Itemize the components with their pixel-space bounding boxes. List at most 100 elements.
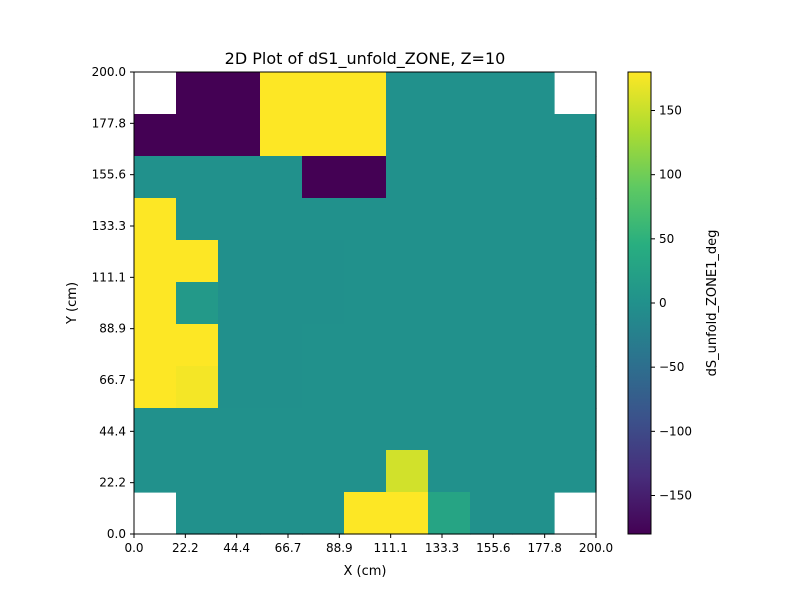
heatmap-cell xyxy=(260,408,303,451)
heatmap-cell xyxy=(512,198,555,241)
heatmap-cell xyxy=(218,408,261,451)
heatmap-cell xyxy=(176,282,219,325)
heatmap-cell xyxy=(218,114,261,157)
x-tick-label: 44.4 xyxy=(223,541,250,555)
heatmap-cell xyxy=(344,240,387,283)
colorbar-tick-label: 100 xyxy=(659,168,682,182)
heatmap-cell xyxy=(218,324,261,367)
heatmap-cell xyxy=(554,282,597,325)
y-tick-label: 22.2 xyxy=(99,476,126,490)
y-tick-label: 200.0 xyxy=(92,65,126,79)
heatmap-cell xyxy=(512,156,555,199)
heatmap-cell xyxy=(302,114,345,157)
heatmap-cell xyxy=(344,450,387,493)
heatmap-cell xyxy=(302,240,345,283)
heatmap-cell xyxy=(260,240,303,283)
y-tick-label: 88.9 xyxy=(99,322,126,336)
colorbar-tick-label: −100 xyxy=(659,424,692,438)
heatmap-cell xyxy=(470,282,513,325)
heatmap-cell xyxy=(218,450,261,493)
heatmap-cell xyxy=(134,366,177,409)
heatmap-cell xyxy=(260,72,303,115)
heatmap-cell xyxy=(512,408,555,451)
heatmap-cell xyxy=(218,366,261,409)
heatmap-cell xyxy=(260,156,303,199)
x-tick-label: 66.7 xyxy=(275,541,302,555)
heatmap-cell xyxy=(302,198,345,241)
heatmap-cell xyxy=(176,114,219,157)
heatmap-cell xyxy=(302,156,345,199)
y-tick-label: 155.6 xyxy=(92,168,126,182)
heatmap-cell xyxy=(386,114,429,157)
heatmap-cell xyxy=(386,240,429,283)
heatmap-cell xyxy=(134,450,177,493)
heatmap-cell xyxy=(134,408,177,451)
heatmap-cell xyxy=(554,408,597,451)
heatmap-cell xyxy=(344,282,387,325)
colorbar-tick-label: 50 xyxy=(659,232,674,246)
heatmap-cell xyxy=(134,282,177,325)
heatmap-cell xyxy=(554,324,597,367)
heatmap-cell xyxy=(218,156,261,199)
heatmap-cell xyxy=(260,450,303,493)
heatmap-cell xyxy=(428,492,471,535)
heatmap-cell xyxy=(386,324,429,367)
heatmap-cell xyxy=(554,450,597,493)
heatmap-cell xyxy=(554,156,597,199)
heatmap-cell xyxy=(512,324,555,367)
colorbar-ticks: 150 100 50 0 −50 −100 −150 xyxy=(651,104,692,503)
heatmap-cell xyxy=(470,240,513,283)
x-tick-label: 22.2 xyxy=(172,541,199,555)
heatmap-cell xyxy=(134,156,177,199)
heatmap-cell xyxy=(260,492,303,535)
heatmap-cell xyxy=(218,282,261,325)
heatmap-cell xyxy=(512,492,555,535)
heatmap-cell xyxy=(512,114,555,157)
x-tick-label: 200.0 xyxy=(579,541,613,555)
y-axis-ticks: 0.0 22.2 44.4 66.7 88.9 111.1 133.3 155.6 177.8 2… xyxy=(92,65,134,541)
heatmap-cell xyxy=(302,72,345,115)
heatmap-cell xyxy=(386,198,429,241)
heatmap-cell xyxy=(302,408,345,451)
heatmap-cell xyxy=(302,450,345,493)
y-tick-label: 66.7 xyxy=(99,373,126,387)
heatmap-cell xyxy=(176,408,219,451)
heatmap-cell xyxy=(428,366,471,409)
heatmap-cell xyxy=(344,366,387,409)
heatmap-cell xyxy=(344,198,387,241)
heatmap-cell xyxy=(512,282,555,325)
heatmap-cell xyxy=(260,114,303,157)
heatmap-cell xyxy=(554,114,597,157)
colorbar-tick-label: 0 xyxy=(659,296,667,310)
heatmap-cell xyxy=(302,366,345,409)
heatmap-cell xyxy=(302,282,345,325)
heatmap-cell xyxy=(176,72,219,115)
heatmap-cell xyxy=(386,492,429,535)
heatmap-cell xyxy=(386,282,429,325)
x-axis-label: X (cm) xyxy=(344,564,387,579)
heatmap-cell xyxy=(134,198,177,241)
heatmap-cell xyxy=(428,156,471,199)
heatmap-cell xyxy=(302,492,345,535)
heatmap-cell xyxy=(386,366,429,409)
x-tick-label: 0.0 xyxy=(124,541,143,555)
heatmap-cell xyxy=(512,450,555,493)
heatmap-cell xyxy=(470,450,513,493)
heatmap-cell xyxy=(344,114,387,157)
heatmap-cell xyxy=(218,198,261,241)
heatmap-cell xyxy=(260,198,303,241)
heatmap-cell xyxy=(428,450,471,493)
heatmap-cell xyxy=(176,198,219,241)
heatmap-cell xyxy=(134,324,177,367)
colorbar-tick-label: −50 xyxy=(659,360,684,374)
heatmap-cell xyxy=(470,72,513,115)
chart-title: 2D Plot of dS1_unfold_ZONE, Z=10 xyxy=(225,49,506,69)
heatmap-cell xyxy=(554,198,597,241)
heatmap-cell xyxy=(512,240,555,283)
heatmap-cell xyxy=(470,408,513,451)
heatmap-cell xyxy=(386,72,429,115)
heatmap-cell xyxy=(260,282,303,325)
colorbar-label: dS_unfold_ZONE1_deg xyxy=(705,230,720,377)
colorbar xyxy=(627,71,652,535)
